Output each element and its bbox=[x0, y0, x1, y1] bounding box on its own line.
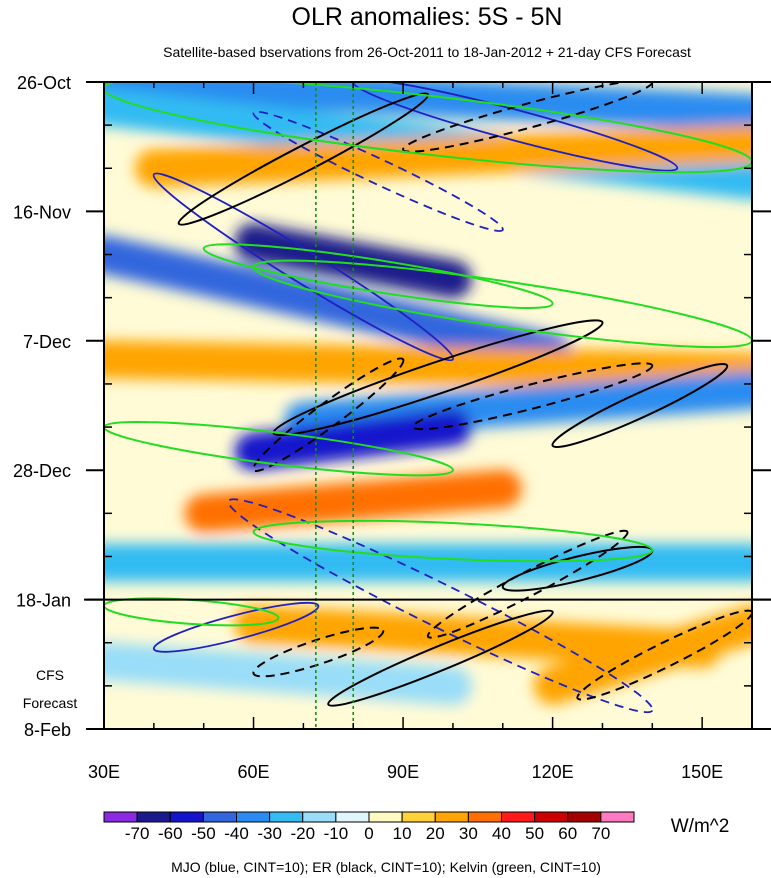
colorbar-swatch bbox=[236, 811, 271, 823]
colorbar-swatch bbox=[202, 811, 237, 823]
x-tick-label: 120E bbox=[532, 762, 574, 782]
er-contour bbox=[576, 609, 752, 701]
colorbar-label: 60 bbox=[558, 824, 577, 843]
forecast-label-line1: CFS bbox=[36, 667, 64, 683]
colorbar-swatch bbox=[368, 811, 403, 823]
chart-subtitle: Satellite-based bservations from 26-Oct-… bbox=[163, 44, 691, 60]
x-tick-label: 60E bbox=[238, 762, 270, 782]
colorbar-label: 30 bbox=[459, 824, 478, 843]
colorbar-label: -60 bbox=[158, 824, 183, 843]
colorbar-swatch bbox=[467, 811, 502, 823]
plot-area bbox=[104, 82, 752, 729]
er-contour bbox=[426, 529, 629, 639]
colorbar-swatch bbox=[600, 811, 635, 823]
colorbar-swatch bbox=[335, 811, 370, 823]
y-tick-label: 16-Nov bbox=[13, 202, 71, 222]
y-tick-label: 28-Dec bbox=[13, 461, 71, 481]
x-tick-label: 150E bbox=[681, 762, 723, 782]
plot-frame bbox=[103, 81, 753, 730]
anomaly-band bbox=[104, 235, 572, 373]
chart-title: OLR anomalies: 5S - 5N bbox=[292, 3, 563, 31]
colorbar-swatch bbox=[103, 811, 138, 823]
y-tick-label: 18-Jan bbox=[16, 591, 71, 611]
colorbar-swatch bbox=[567, 811, 602, 823]
colorbar-label: -70 bbox=[125, 824, 150, 843]
colorbar-swatch bbox=[169, 811, 204, 823]
er-contour bbox=[412, 362, 654, 431]
colorbar-label: -30 bbox=[257, 824, 282, 843]
colorbar-swatch bbox=[501, 811, 536, 823]
colorbar-swatch bbox=[302, 811, 337, 823]
colorbar: -70 -60 -50 -40 -30 -20 -10 0 10 20 30 40 50 60 70 bbox=[103, 811, 635, 843]
colorbar-label: 50 bbox=[525, 824, 544, 843]
colorbar-swatch bbox=[534, 811, 569, 823]
x-tick-label: 90E bbox=[387, 762, 419, 782]
er-contour bbox=[272, 319, 604, 437]
mjo-contour bbox=[252, 110, 504, 232]
anomaly-band bbox=[134, 124, 752, 188]
forecast-label-line2: Forecast bbox=[23, 695, 78, 711]
er-contour bbox=[402, 82, 654, 153]
colorbar-label: 70 bbox=[591, 824, 610, 843]
kelvin-contour bbox=[252, 519, 654, 563]
er-contour bbox=[327, 609, 554, 707]
y-tick-label: 8-Feb bbox=[24, 720, 71, 740]
colorbar-swatch bbox=[136, 811, 171, 823]
mjo-contour bbox=[152, 601, 320, 653]
colorbar-label: 10 bbox=[393, 824, 412, 843]
er-contour bbox=[252, 626, 385, 678]
anomaly-band bbox=[284, 371, 752, 440]
mjo-contour bbox=[352, 82, 679, 172]
x-tick-label: 30E bbox=[88, 762, 120, 782]
mjo-contour bbox=[227, 498, 654, 714]
colorbar-swatch bbox=[269, 811, 304, 823]
er-contour bbox=[177, 92, 430, 226]
anomaly-band bbox=[533, 605, 752, 705]
colorbar-label: 0 bbox=[364, 824, 373, 843]
y-tick-label: 7-Dec bbox=[23, 332, 71, 352]
mjo-contour bbox=[152, 172, 455, 362]
colorbar-label: -50 bbox=[191, 824, 216, 843]
colorbar-label: -40 bbox=[224, 824, 249, 843]
colorbar-label: -20 bbox=[290, 824, 315, 843]
er-contour bbox=[551, 362, 729, 449]
colorbar-label: 40 bbox=[492, 824, 511, 843]
kelvin-contour bbox=[202, 243, 554, 309]
y-tick-label: 26-Oct bbox=[17, 73, 71, 93]
colorbar-swatch bbox=[401, 811, 436, 823]
colorbar-unit: W/m^2 bbox=[671, 816, 730, 837]
colorbar-label: -10 bbox=[324, 824, 349, 843]
anomaly-band bbox=[104, 642, 472, 705]
colorbar-swatch bbox=[434, 811, 469, 823]
footnote: MJO (blue, CINT=10); ER (black, CINT=10)… bbox=[171, 859, 601, 875]
colorbar-label: 20 bbox=[426, 824, 445, 843]
anomaly-band bbox=[184, 469, 522, 533]
anomaly-band bbox=[234, 408, 472, 471]
